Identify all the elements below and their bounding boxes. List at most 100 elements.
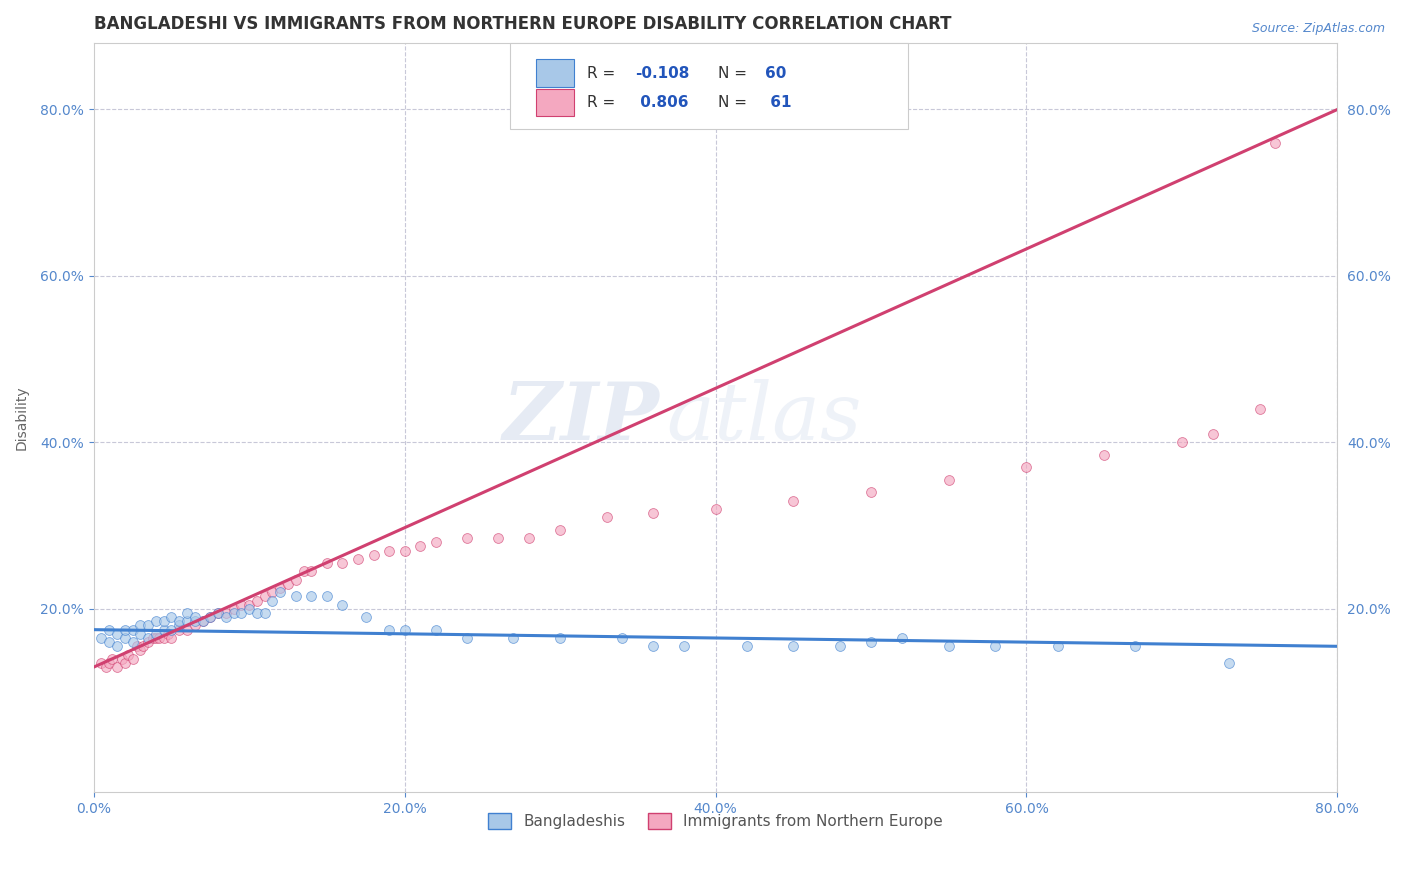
Point [1092,448,1115,462]
Point [129,627,152,641]
Point [596,510,619,524]
Point [486,531,509,545]
Point [612,631,634,645]
Point [246,593,269,607]
Point [1171,435,1194,450]
Text: atlas: atlas [666,379,862,456]
Point [184,615,207,629]
Point [238,598,260,612]
Point [132,640,155,654]
Text: 61: 61 [765,95,792,110]
Point [456,531,478,545]
Point [984,640,1007,654]
Point [98,656,121,670]
FancyBboxPatch shape [510,43,908,129]
Point [1015,460,1038,475]
Point [191,615,214,629]
Point [111,652,134,666]
Point [129,643,152,657]
Point [184,610,207,624]
Point [184,618,207,632]
Point [167,615,190,629]
Point [160,623,183,637]
Legend: Bangladeshis, Immigrants from Northern Europe: Bangladeshis, Immigrants from Northern E… [481,805,950,837]
Point [782,640,804,654]
Point [145,615,167,629]
Point [222,602,245,616]
Point [101,652,124,666]
Point [114,623,136,637]
Point [207,606,229,620]
Text: 60: 60 [765,66,787,81]
Point [938,640,960,654]
Point [891,631,914,645]
Text: N =: N = [718,95,752,110]
Point [231,606,253,620]
Point [332,556,354,570]
Point [704,502,727,516]
Point [215,610,238,624]
Point [160,631,183,645]
Point [673,640,696,654]
Point [145,631,167,645]
Point [253,590,276,604]
Point [394,543,416,558]
Point [136,631,159,645]
Point [860,635,883,649]
Point [517,531,540,545]
Point [299,565,322,579]
Point [269,585,291,599]
Point [160,610,183,624]
Text: R =: R = [588,95,620,110]
Point [200,610,222,624]
Text: R =: R = [588,66,620,81]
Point [262,593,284,607]
Point [643,640,665,654]
Point [117,648,139,662]
Point [176,606,198,620]
Point [90,656,112,670]
Point [938,473,960,487]
Point [1264,136,1286,150]
Point [136,635,159,649]
Point [152,631,174,645]
Point [347,552,370,566]
Point [548,523,571,537]
Point [262,585,284,599]
Point [238,602,260,616]
Point [127,640,149,654]
Point [105,640,128,654]
Point [176,615,198,629]
Point [136,618,159,632]
Point [121,652,143,666]
FancyBboxPatch shape [537,60,574,87]
Point [152,615,174,629]
Point [425,535,447,549]
Point [176,623,198,637]
Point [167,623,190,637]
Point [284,590,307,604]
Point [456,631,478,645]
Text: -0.108: -0.108 [634,66,689,81]
Point [207,606,229,620]
Point [316,590,339,604]
Point [394,623,416,637]
Point [231,598,253,612]
Point [191,615,214,629]
Point [98,635,121,649]
Point [105,627,128,641]
Point [94,660,117,674]
Point [129,618,152,632]
Text: 0.806: 0.806 [634,95,688,110]
Point [378,543,401,558]
Point [378,623,401,637]
Point [828,640,851,654]
Point [200,610,222,624]
Point [782,493,804,508]
Point [860,485,883,500]
Point [502,631,524,645]
Y-axis label: Disability: Disability [15,385,30,450]
Point [284,573,307,587]
Point [277,577,299,591]
Point [316,556,339,570]
